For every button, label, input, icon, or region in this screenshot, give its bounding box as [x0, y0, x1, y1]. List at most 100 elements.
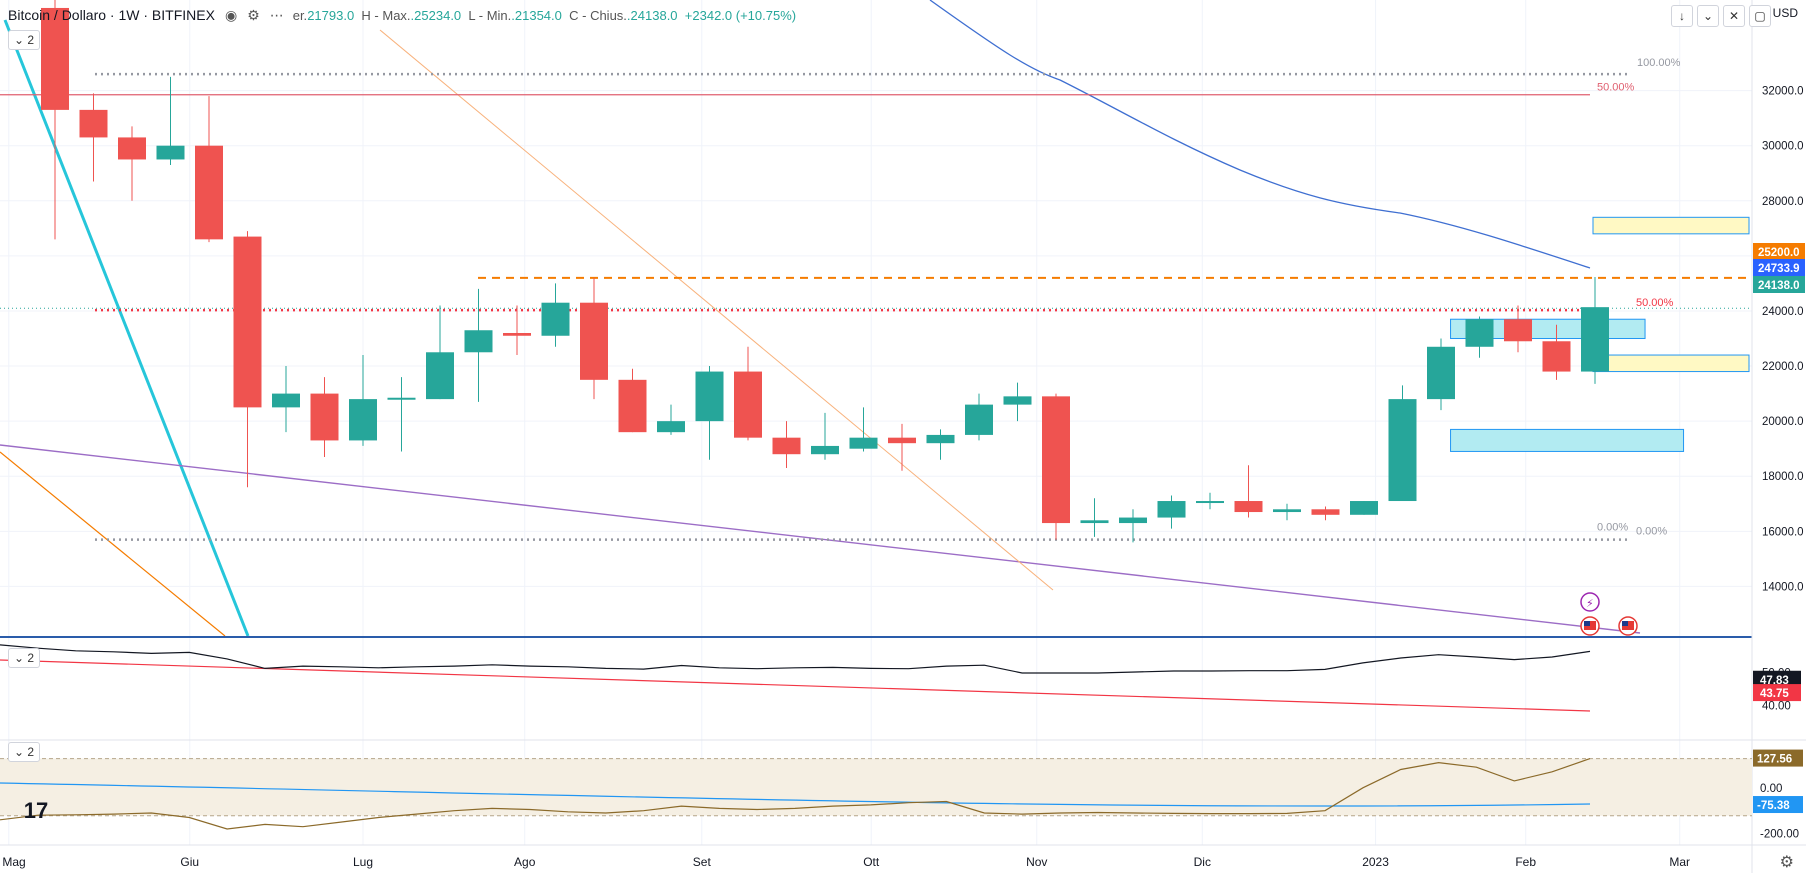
settings-icon[interactable]: ⚙ — [1779, 854, 1794, 871]
lightning-event-icon — [1580, 592, 1600, 612]
candle-up — [1080, 498, 1109, 537]
chart-legend: Bitcoin / Dollaro · 1W · BITFINEX ◉ ⚙ ⋯ … — [0, 0, 796, 30]
time-tick-label: Dic — [1194, 855, 1211, 869]
fib-label-50-top: 50.00% — [1597, 82, 1635, 94]
candle-up — [541, 283, 570, 347]
trend-line-purple — [0, 444, 1641, 634]
candle-body — [464, 330, 493, 353]
candle-body — [118, 137, 146, 160]
price-axis[interactable]: 14000.0 16000.0 18000.0 20000.0 22000.0 24000… — [1753, 86, 1805, 841]
zone-rect — [1450, 428, 1685, 452]
candle-up — [1273, 503, 1301, 521]
candle-body — [541, 302, 570, 336]
candle-up — [156, 76, 185, 165]
candle-body — [1119, 517, 1147, 524]
time-tick-label: Nov — [1026, 855, 1047, 869]
candle-up — [695, 366, 724, 460]
candle-body — [310, 393, 339, 441]
zone-rect — [1592, 216, 1750, 235]
candle-down — [618, 368, 647, 433]
fib-label-0: 0.00% — [1597, 522, 1628, 534]
price-tag — [1753, 243, 1805, 260]
candle-up — [849, 407, 878, 452]
candle-body — [926, 434, 955, 444]
osc1-tag — [1753, 684, 1801, 702]
candle-body — [272, 393, 300, 408]
candle-body — [1080, 520, 1109, 524]
candle-down — [233, 231, 262, 488]
price-tick-label: 30000.0 — [1762, 141, 1804, 153]
time-tick-label: Lug — [353, 855, 373, 869]
osc2-tag-label: 127.56 — [1757, 754, 1792, 766]
osc1-black-line — [0, 644, 1591, 674]
candle-body — [849, 437, 878, 449]
candle-body — [1273, 509, 1301, 513]
candle-body — [965, 404, 993, 435]
candle-body — [41, 7, 69, 110]
candle-up — [272, 366, 300, 433]
gear-icon[interactable]: ⚙ — [247, 6, 260, 23]
pane-toolbar: ↓ ⌄ ✕ ▢ — [1671, 5, 1771, 27]
maximize-icon[interactable]: ▢ — [1749, 5, 1771, 27]
candle-up — [926, 429, 955, 460]
osc2-tick-label: -200.00 — [1760, 829, 1799, 841]
osc1-tick-label: 40.00 — [1762, 700, 1791, 712]
osc2-band — [0, 758, 1752, 816]
price-tag-label: 24138.0 — [1758, 280, 1800, 292]
time-tick-label: Mar — [1669, 855, 1690, 869]
osc2-pane-collapse[interactable]: ⌄ 2 — [8, 742, 40, 762]
osc1-tag-label: 47.83 — [1760, 675, 1789, 687]
candle-series[interactable] — [41, 0, 1609, 543]
pin-icon[interactable]: ⌄ — [1697, 5, 1719, 27]
candle-down — [734, 346, 762, 441]
lightning-event-icon: ⚡ — [1586, 598, 1594, 610]
osc1-pane-collapse[interactable]: ⌄ 2 — [8, 648, 40, 668]
candle-body — [657, 421, 685, 433]
arrow-down-icon[interactable]: ↓ — [1671, 5, 1693, 27]
osc1-tag-label: 43.75 — [1760, 688, 1789, 700]
candle-body — [195, 145, 223, 240]
time-tick-label: Ago — [514, 855, 536, 869]
price-tick-label: 22000.0 — [1762, 361, 1804, 373]
symbol-title[interactable]: Bitcoin / Dollaro · 1W · BITFINEX — [8, 7, 215, 23]
price-tag — [1753, 259, 1805, 276]
candle-body — [888, 437, 916, 444]
main-pane-collapse[interactable]: ⌄ 2 — [8, 30, 40, 50]
candle-down — [1542, 324, 1571, 380]
candle-up — [1581, 276, 1609, 384]
more-icon[interactable]: ⋯ — [269, 6, 285, 23]
eye-icon[interactable]: ◉ — [224, 6, 238, 23]
candle-up — [1003, 382, 1032, 422]
candle-down — [580, 277, 608, 400]
us-flag-event-icon — [1584, 621, 1590, 626]
time-axis[interactable]: Mag Giu Lug Ago Set Ott Nov Dic 2023 Feb Mar — [2, 855, 1690, 869]
candle-down — [310, 377, 339, 457]
candle-up — [811, 412, 839, 460]
candle-body — [580, 302, 608, 380]
candle-down — [1234, 465, 1263, 518]
candle-body — [1311, 509, 1340, 515]
ohlc-values: er.21793.0 H - Max..25234.0 L - Min..213… — [292, 7, 797, 23]
candle-body — [618, 379, 647, 433]
collapse-icon[interactable]: ✕ — [1723, 5, 1745, 27]
candle-body — [1003, 396, 1032, 405]
osc2-blue-line — [0, 782, 1591, 807]
time-tick-label: Set — [693, 855, 712, 869]
candle-up — [464, 288, 493, 402]
candle-body — [1157, 501, 1186, 518]
fib-label-50: 50.00% — [1636, 297, 1674, 309]
candle-down — [772, 421, 801, 468]
price-tick-label: 18000.0 — [1762, 471, 1804, 483]
candle-down — [503, 305, 531, 356]
trend-line-cyan — [3, 19, 250, 636]
candle-body — [772, 437, 801, 455]
candle-body — [734, 371, 762, 438]
candle-down — [1042, 393, 1070, 540]
candle-body — [1042, 396, 1070, 524]
candle-down — [888, 423, 916, 471]
candle-body — [695, 371, 724, 422]
currency-label[interactable]: USD — [1772, 6, 1798, 20]
tradingview-logo[interactable]: 17 — [23, 798, 49, 823]
candle-up — [1350, 501, 1378, 515]
